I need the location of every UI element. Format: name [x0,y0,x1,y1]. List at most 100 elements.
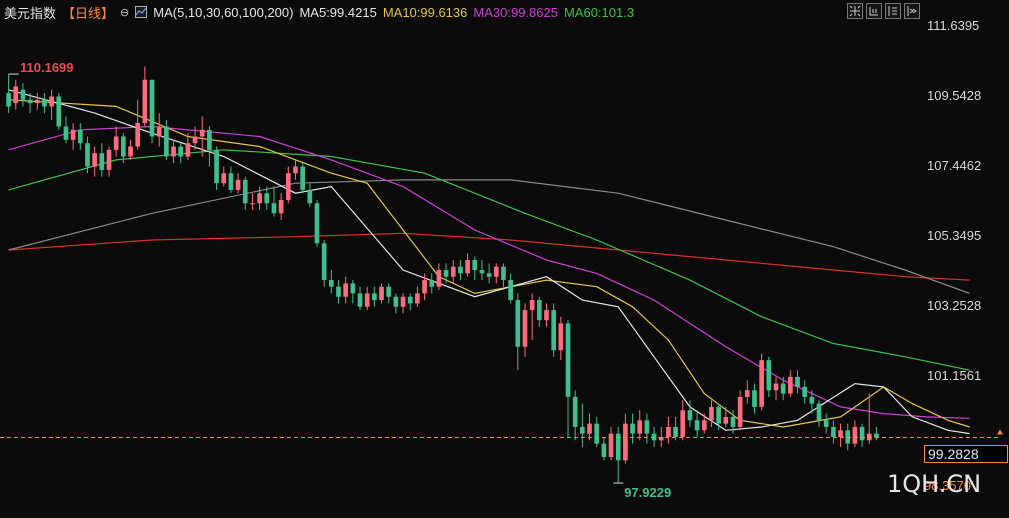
candle-body [386,286,392,297]
ma200-line [8,232,970,281]
candle-body [6,93,11,107]
chart-toolbar [847,3,920,19]
candle-body [637,420,643,434]
y-tick-label: 107.4462 [927,158,981,173]
ma100-line [8,179,970,294]
ma60-value: MA60:101.3 [563,4,635,20]
candle-body [723,416,729,424]
candle-body [250,203,255,205]
candle-body [580,426,585,434]
candle-body [314,203,320,244]
candle-body [70,129,76,140]
candle-body [773,383,779,391]
candle-body [400,296,406,307]
candle-body [156,126,162,137]
watermark: 1QH.CN [887,470,982,498]
zoom-in-icon[interactable] [885,3,901,19]
candle-body [651,433,657,441]
candle-body [56,96,62,127]
y-tick-label: 103.2528 [927,298,981,313]
candle-body [852,426,858,444]
crosshair-icon[interactable] [847,3,863,19]
candle-body [536,300,542,321]
candle-body [501,266,506,281]
candle-body [644,420,650,434]
period-selector[interactable]: 【日线】 [62,5,115,21]
candle-body [199,129,205,137]
candle-body [788,376,793,394]
candle-body [34,99,40,104]
candle-body [744,390,750,397]
candle-body [271,203,277,214]
candle-body [587,423,592,434]
low-label: 97.9229 [624,485,671,500]
candle-body [623,423,628,461]
candle-body [422,280,427,294]
candle-body [601,443,607,457]
candle-body [221,173,227,184]
candle-body [300,166,305,190]
candle-body [415,293,420,304]
candle-body [859,426,865,441]
candle-body [508,280,513,301]
candle-body [407,296,413,304]
gear-icon[interactable]: ⊖ [120,6,130,19]
candle-body [874,433,879,438]
candle-body [823,420,829,427]
candle-body [429,280,435,287]
ma30-line [8,125,970,419]
fit-icon[interactable] [866,3,882,19]
candle-body [285,173,291,200]
candle-body [321,243,327,281]
indicator-icon[interactable] [135,6,148,18]
candle-body [838,430,843,437]
candle-body [293,166,298,174]
candle-body [766,360,772,391]
candle-body [257,193,262,204]
ma-settings-label[interactable]: MA(5,10,30,60,100,200) [153,4,294,20]
candle-body [630,423,635,434]
candle-body [128,146,133,157]
candle-body [13,86,19,104]
candle-body [242,179,248,204]
candle-body [493,266,499,277]
candle-body [450,266,456,277]
candle-body [465,260,470,274]
y-tick-label: 111.6395 [927,18,979,33]
candle-body [443,270,449,277]
candle-body [329,280,334,287]
ma30-value: MA30:99.8625 [473,4,558,20]
instrument-title: 美元指数 [4,5,57,21]
ma5-value: MA5:99.4215 [299,4,377,20]
y-tick-label: 105.3495 [927,228,981,243]
candle-body [831,426,836,437]
candle-body [99,153,105,170]
candle-body [135,123,141,147]
y-tick-label: 101.1561 [927,368,981,383]
ma10-value: MA10:99.6136 [382,4,468,20]
candle-body [357,293,363,307]
y-tick-label: 109.5428 [927,88,981,103]
candle-body [343,283,349,297]
candle-body [85,143,90,167]
candle-body [752,390,757,407]
candle-body [113,136,119,150]
candle-body [845,430,851,444]
candle-body [214,149,219,184]
candle-body [486,273,492,277]
candle-body [142,79,148,124]
candle-body [436,270,442,287]
chart-header: 美元指数 【日线】 ⊖ MA(5,10,30,60,100,200) MA5:9… [4,4,635,21]
candle-body [615,433,621,461]
candle-body [77,129,83,144]
zoom-out-icon[interactable] [904,3,920,19]
candle-body [379,286,384,301]
candle-body [608,433,614,457]
candle-body [307,189,313,204]
candle-body [666,426,671,437]
candle-body [594,423,600,444]
ma5-line [8,89,970,435]
candle-body [42,99,47,107]
candle-body [558,323,564,351]
